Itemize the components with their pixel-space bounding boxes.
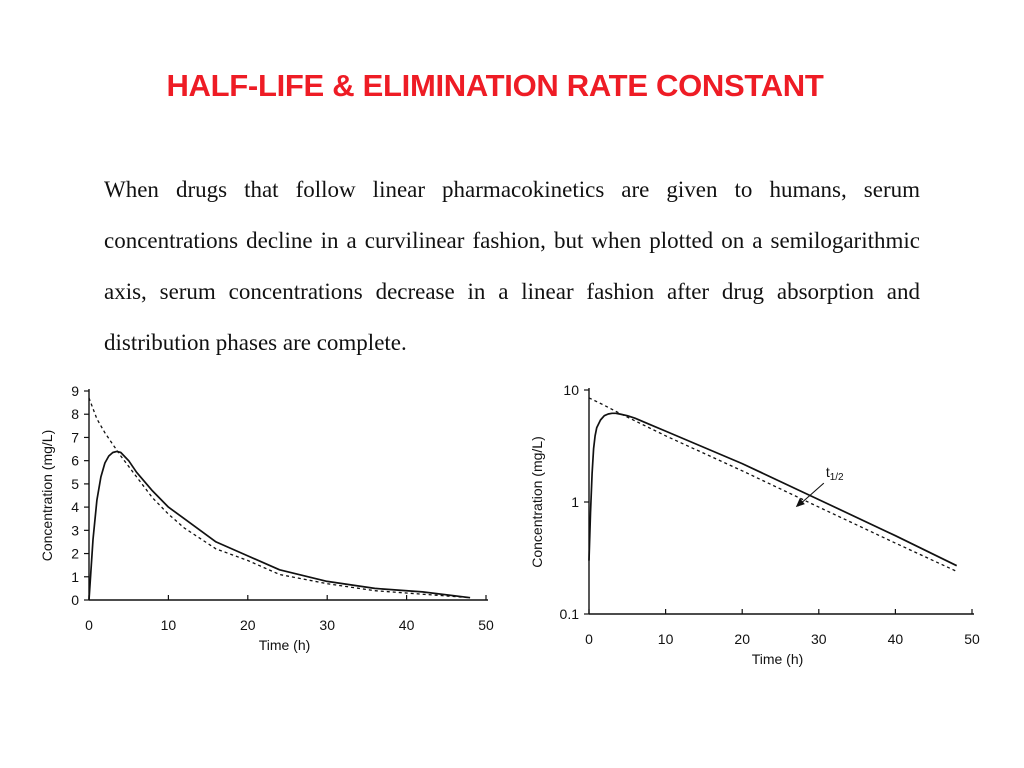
chart-0-ytick-label: 7 [71, 429, 79, 445]
chart-0-series-solid-line [88, 450, 471, 601]
slide-title: HALF-LIFE & ELIMINATION RATE CONSTANT [166, 68, 824, 103]
chart-0-ytick-label: 2 [71, 546, 79, 562]
chart-0-xtick-label: 30 [319, 617, 335, 633]
chart-0-ytick-label: 1 [71, 569, 79, 585]
chart-0-ytick-label: 5 [71, 476, 79, 492]
chart-1-xtick-label: 10 [658, 631, 674, 647]
chart-0-ytick-label: 9 [71, 383, 79, 399]
chart-0-ytick-label: 3 [71, 522, 79, 538]
chart-0-ylabel: Concentration (mg/L) [39, 430, 55, 562]
chart-0-ytick-label: 8 [71, 406, 79, 422]
chart-1-xtick-label: 40 [888, 631, 904, 647]
chart-1-ytick-label: 0.1 [560, 606, 580, 622]
chart-0-xtick-label: 50 [478, 617, 494, 633]
chart-1-series-solid-line [588, 412, 958, 567]
chart-1-xtick-label: 30 [811, 631, 827, 647]
chart-0-xtick-label: 20 [240, 617, 256, 633]
chart-0-series-dashed-line [88, 397, 471, 599]
chart-0-xlabel: Time (h) [259, 637, 311, 653]
chart-1-xlabel: Time (h) [752, 651, 804, 667]
chart-0-ytick-label: 0 [71, 592, 79, 608]
chart-1-ytick-label: 10 [563, 382, 579, 398]
chart-0-xtick-label: 40 [399, 617, 415, 633]
chart-0-xtick-label: 0 [85, 617, 93, 633]
chart-1-xtick-label: 20 [734, 631, 750, 647]
chart-1-series-dashed-line [588, 397, 957, 572]
chart-0-xtick-label: 10 [161, 617, 177, 633]
chart-1-xtick-label: 50 [964, 631, 980, 647]
chart-1-annotation-arrowhead-icon [795, 498, 805, 508]
linear-concentration-chart: 0 1 2 3 4 5 6 7 8 9 0 10 20 30 40 50 Time (h) Concentrati… [39, 383, 494, 653]
chart-1-ylabel: Concentration (mg/L) [529, 436, 545, 568]
semilog-concentration-chart: 0.1 1 10 0 10 20 30 40 50 Time (h) Concentration (… [529, 382, 980, 667]
chart-1-xtick-label: 0 [585, 631, 593, 647]
chart-1-ytick-label: 1 [571, 494, 579, 510]
chart-0-ytick-label: 4 [71, 499, 79, 515]
chart-1-annotation-label: t1/2 [826, 464, 844, 483]
chart-0-ytick-label: 6 [71, 453, 79, 469]
body-paragraph: When drugs that follow linear pharmacoki… [104, 177, 920, 355]
